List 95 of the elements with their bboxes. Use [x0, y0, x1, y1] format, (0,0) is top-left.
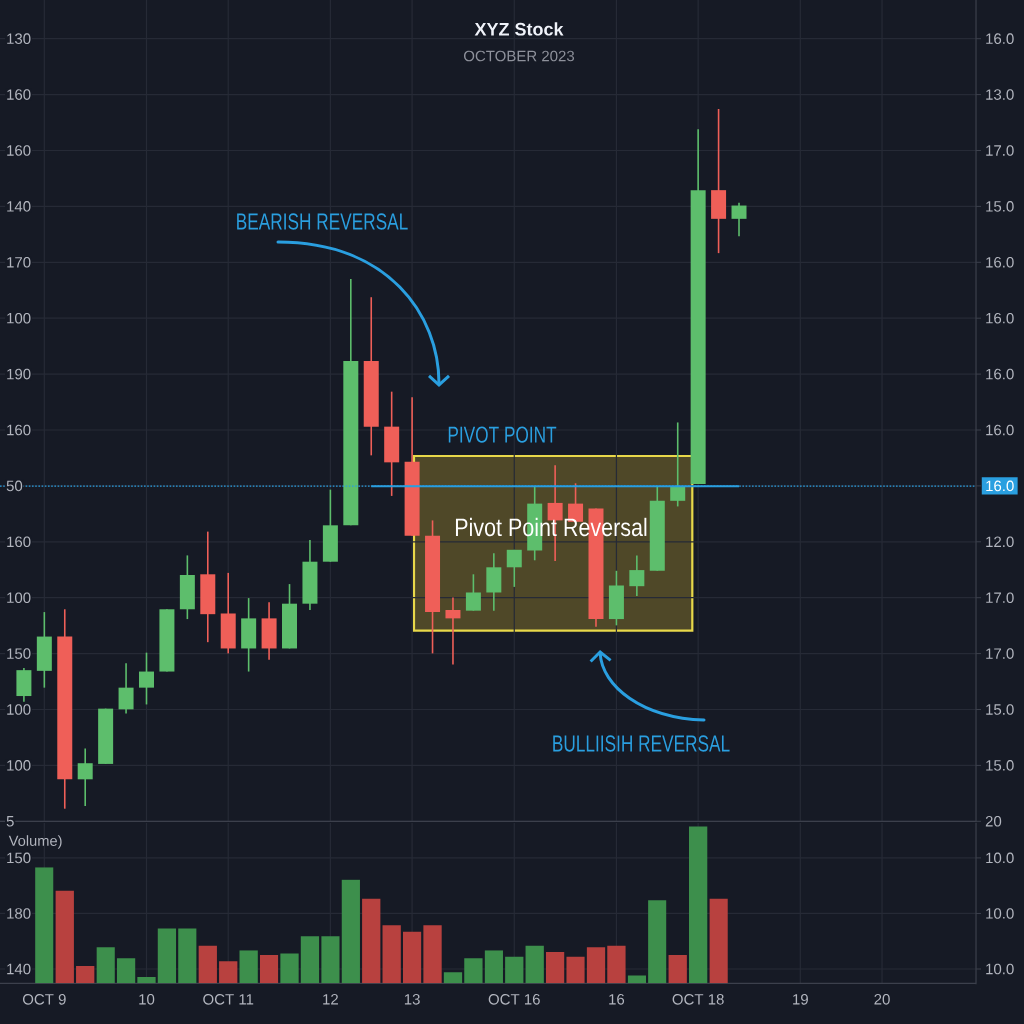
text: 16.0 — [986, 33, 1014, 44]
chart-title: XYZ Stock — [474, 22, 564, 36]
x-tick-label: 10 — [139, 994, 155, 1005]
x-tick-label: 19 — [793, 994, 808, 1005]
bar — [668, 955, 687, 984]
text: 15.0 — [986, 704, 1014, 715]
annotation: 150 — [7, 648, 31, 659]
text: 10.0 — [986, 908, 1014, 919]
bar — [627, 975, 646, 984]
bar — [178, 928, 197, 984]
x-tick-label: OCT 18 — [672, 994, 724, 1005]
x-tick-label: 20 — [874, 994, 890, 1005]
annotation: 150 — [7, 852, 31, 864]
x-tick-label: OCT 9 — [22, 994, 66, 1005]
text: 13.0 — [986, 89, 1014, 100]
bar — [443, 972, 463, 984]
ref-line-label: PIVOT POINT — [448, 426, 557, 443]
annotation: 100 — [7, 592, 31, 603]
x-tick-label: 13 — [404, 994, 420, 1005]
bar — [545, 951, 565, 984]
text: 10.0 — [986, 852, 1014, 864]
bar — [689, 826, 708, 984]
bar — [566, 956, 585, 984]
annotation: 160 — [7, 145, 31, 156]
bar — [259, 955, 279, 984]
y-axis-title: Volume) — [8, 835, 62, 849]
text: 10.0 — [986, 963, 1014, 975]
candlestick — [731, 201, 747, 238]
x-tick-label: OCT 16 — [488, 994, 540, 1005]
text: 16.0 — [986, 424, 1014, 436]
bar — [137, 977, 156, 984]
bar — [709, 898, 728, 984]
candlestick — [629, 554, 645, 597]
bar — [157, 928, 177, 984]
bar — [423, 925, 442, 984]
bar — [96, 947, 115, 984]
annotation: BEARISH REVERSAL — [237, 213, 408, 230]
text: 16.0 — [986, 312, 1014, 324]
annotation: 160 — [7, 424, 31, 436]
text: 160 — [7, 89, 31, 100]
text: 17.0 — [986, 145, 1014, 156]
annotation: 140 — [7, 963, 31, 975]
text: 12.0 — [986, 536, 1014, 548]
bar — [35, 867, 54, 984]
bar — [239, 950, 258, 984]
bar — [484, 950, 503, 984]
text: 16.0 — [986, 480, 1014, 492]
candlestick — [506, 549, 522, 588]
x-tick-label: 12 — [323, 994, 338, 1005]
annotation: 100 — [7, 760, 31, 771]
text: 15.0 — [986, 760, 1014, 771]
text: 16.0 — [986, 368, 1014, 380]
bar — [505, 956, 524, 984]
annotation: 140 — [7, 201, 31, 212]
bar — [76, 966, 95, 984]
text: 17.0 — [986, 592, 1014, 603]
text: 16.0 — [986, 256, 1014, 268]
text: 130 — [7, 33, 31, 44]
annotation: 50 — [6, 480, 23, 492]
annotation: 180 — [7, 908, 31, 919]
bar — [648, 900, 667, 984]
bar — [362, 898, 381, 984]
text: 15.0 — [986, 201, 1014, 212]
bar — [586, 947, 606, 984]
candlestick — [670, 421, 686, 508]
bar — [341, 879, 360, 984]
candlestick — [445, 596, 461, 666]
candlestick — [77, 747, 93, 807]
annotation: BULLIISIH REVERSAL — [553, 735, 730, 752]
bar — [116, 958, 136, 984]
bar — [55, 890, 74, 984]
text: 20 — [985, 815, 1002, 827]
bar — [525, 945, 544, 984]
candlestick — [138, 651, 154, 706]
bar — [219, 961, 238, 984]
bar — [402, 931, 422, 984]
bar — [280, 953, 299, 984]
bar — [300, 936, 320, 984]
bar — [607, 945, 626, 984]
text: 17.0 — [986, 648, 1014, 659]
candlestick — [118, 662, 134, 715]
annotation: 5 — [6, 816, 14, 827]
candlestick — [465, 573, 481, 612]
annotation: 100 — [7, 312, 31, 324]
annotation: 160 — [7, 536, 31, 548]
annotation: 100 — [7, 704, 31, 715]
bar — [382, 925, 401, 984]
bar — [198, 945, 217, 984]
bar — [464, 958, 483, 984]
annotation: 170 — [7, 256, 31, 268]
annotation: 190 — [7, 368, 31, 380]
x-tick-label: OCT 11 — [203, 994, 254, 1005]
chart-subtitle: OCTOBER 2023 — [464, 50, 575, 62]
bar — [321, 936, 340, 984]
x-tick-label: 16 — [609, 994, 625, 1005]
